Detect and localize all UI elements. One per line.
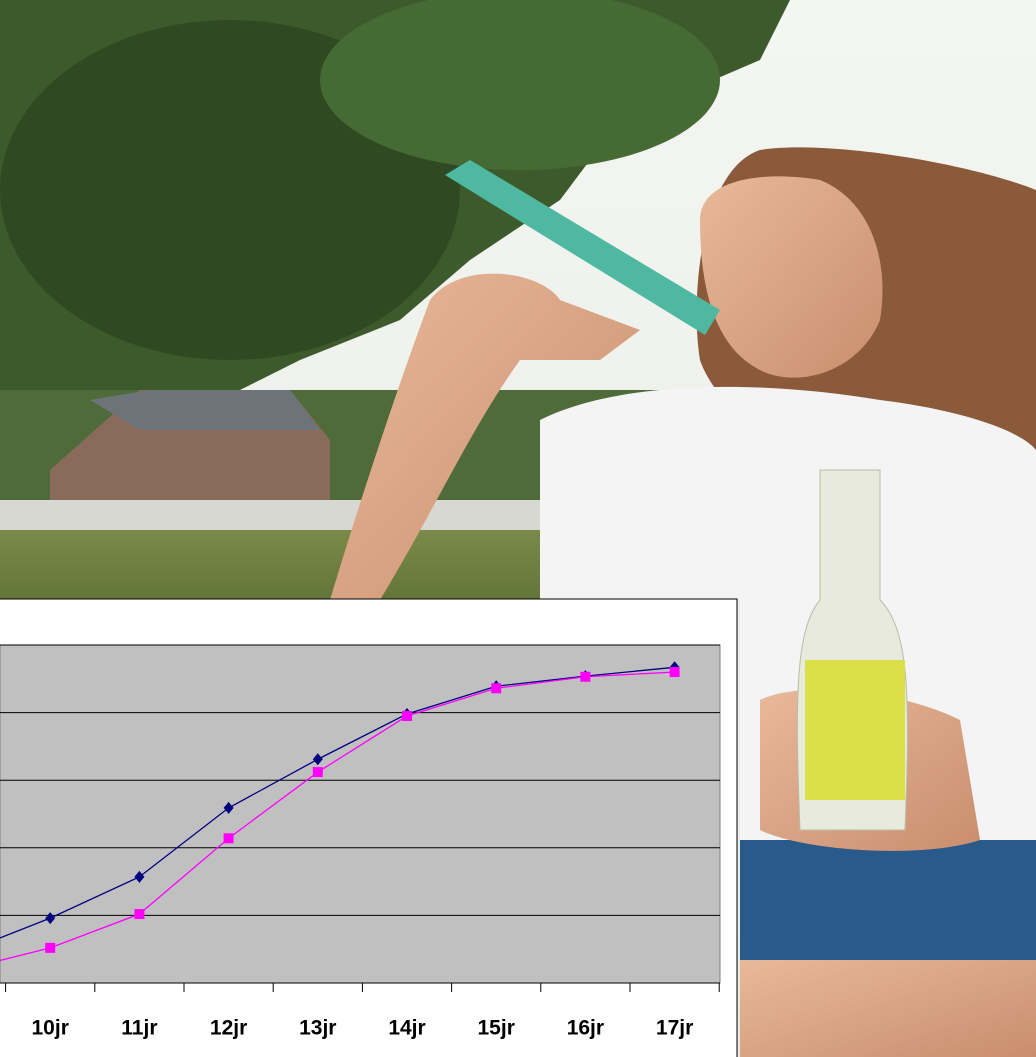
x-tick-label: 10jr bbox=[32, 1017, 69, 1040]
marker bbox=[224, 833, 234, 843]
x-tick-label: 13jr bbox=[299, 1017, 336, 1040]
x-tick-label: 15jr bbox=[478, 1017, 515, 1040]
scene: 10jr 11jr 12jr 13jr 14jr 15jr 16jr 17jr bbox=[0, 0, 1036, 1057]
marker bbox=[670, 667, 680, 677]
marker bbox=[45, 943, 55, 953]
marker bbox=[580, 672, 590, 682]
marker bbox=[313, 767, 323, 777]
page: {"chart_data": {"type": "line", "categor… bbox=[0, 0, 1036, 1057]
chart bbox=[0, 599, 737, 1057]
x-tick-label: 14jr bbox=[388, 1017, 425, 1040]
marker bbox=[402, 711, 412, 721]
x-tick-label: 12jr bbox=[210, 1017, 247, 1040]
plot-area bbox=[0, 645, 720, 983]
marker bbox=[134, 909, 144, 919]
x-tick-label: 17jr bbox=[656, 1017, 693, 1040]
marker bbox=[491, 683, 501, 693]
x-tick-label: 16jr bbox=[567, 1017, 604, 1040]
x-tick-label: 11jr bbox=[121, 1017, 157, 1040]
